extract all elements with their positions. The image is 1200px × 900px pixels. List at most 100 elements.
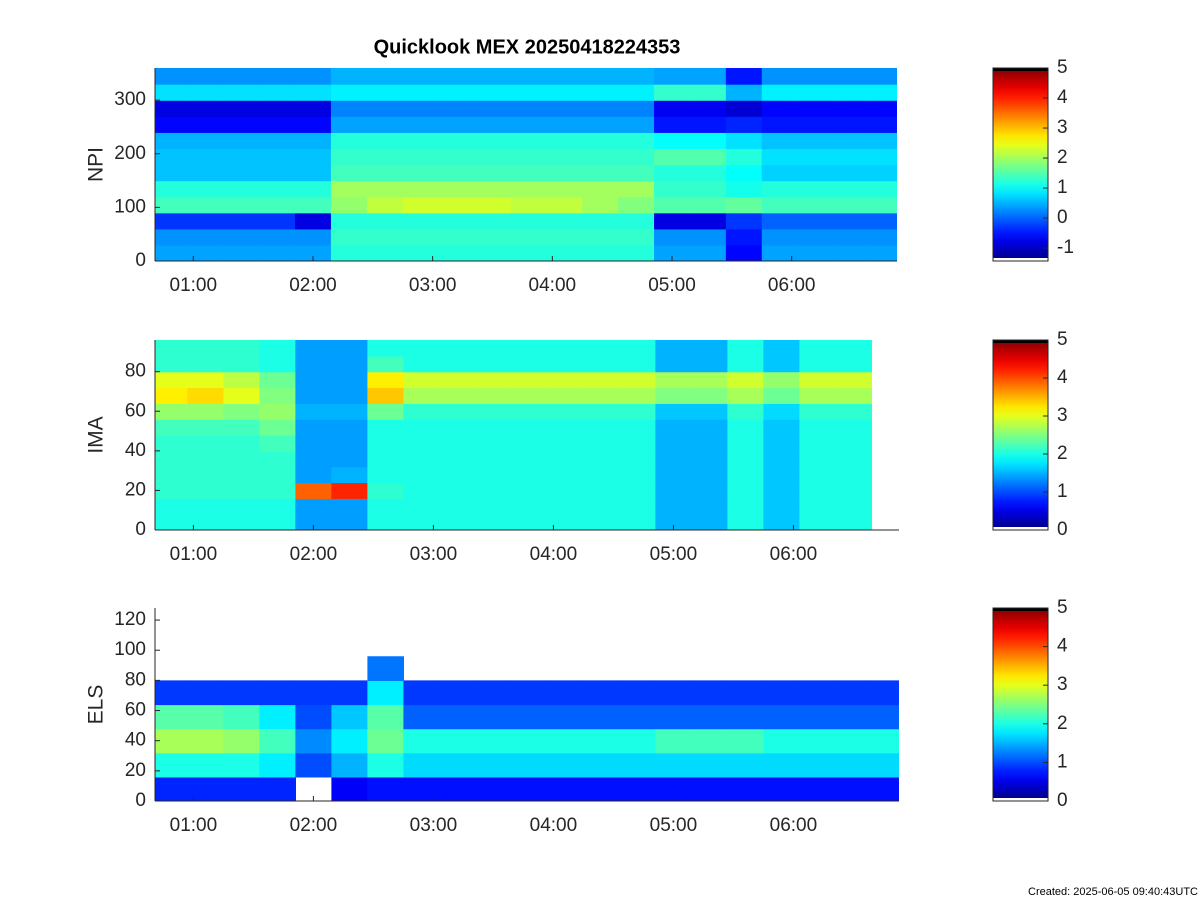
cell	[223, 180, 260, 198]
cell	[155, 355, 188, 373]
cell	[475, 776, 512, 801]
cell	[475, 403, 512, 420]
cell	[403, 704, 440, 730]
cell	[223, 419, 260, 436]
cell	[619, 355, 656, 373]
cell	[438, 244, 476, 261]
cell	[511, 466, 548, 484]
cell	[510, 228, 547, 246]
cell	[691, 704, 728, 730]
cell	[582, 180, 619, 198]
cell	[223, 228, 260, 246]
cell	[583, 680, 620, 706]
cell	[763, 498, 800, 515]
cell	[259, 212, 296, 230]
cell	[725, 164, 763, 182]
cell	[547, 482, 584, 499]
cell	[582, 68, 619, 85]
cell	[654, 132, 691, 150]
cell	[655, 466, 692, 484]
cell	[403, 355, 440, 373]
cell	[869, 100, 897, 117]
cell	[799, 419, 836, 436]
cell	[402, 132, 440, 150]
cell	[797, 212, 835, 230]
cell	[331, 482, 368, 499]
cell	[475, 355, 512, 373]
cell	[295, 466, 332, 484]
cell	[689, 100, 727, 117]
cell	[474, 68, 512, 85]
cell	[655, 435, 692, 452]
cell	[511, 514, 548, 530]
cell	[187, 728, 224, 754]
cell	[366, 212, 404, 230]
cell	[295, 728, 332, 754]
cell	[438, 68, 476, 85]
cell	[655, 498, 692, 515]
cell	[295, 355, 332, 373]
cell	[402, 164, 440, 182]
cell	[403, 482, 440, 499]
cell	[223, 680, 260, 706]
cell	[689, 164, 727, 182]
cell	[187, 164, 224, 182]
cell	[331, 387, 368, 404]
colorbar-tick-label: 2	[1057, 147, 1068, 168]
cell	[259, 164, 296, 182]
cell	[511, 355, 548, 373]
cell	[259, 244, 296, 261]
cell	[511, 482, 548, 499]
cell	[654, 180, 691, 198]
cell	[366, 84, 404, 101]
cell	[547, 340, 584, 357]
cell	[547, 728, 584, 754]
cell	[583, 466, 620, 484]
cell	[439, 704, 476, 730]
cell	[187, 435, 224, 452]
colorbar-frame	[992, 607, 1049, 802]
cell	[439, 466, 476, 484]
cell	[367, 387, 404, 404]
cell	[155, 728, 188, 754]
cell	[223, 728, 260, 754]
cell	[439, 776, 476, 801]
cell	[223, 450, 260, 468]
cell	[439, 435, 476, 452]
cell	[331, 728, 368, 754]
cell	[295, 387, 332, 404]
cell	[547, 355, 584, 373]
cell	[187, 212, 224, 230]
cell	[331, 403, 368, 420]
cell	[187, 340, 224, 357]
cell	[439, 752, 476, 778]
cell	[871, 728, 899, 754]
cell	[727, 371, 764, 389]
cell	[655, 387, 692, 404]
cell	[510, 180, 547, 198]
cell	[763, 514, 800, 530]
cell	[582, 132, 619, 150]
y-tick-label: 60	[125, 700, 146, 721]
cell	[474, 196, 512, 214]
cell	[619, 680, 656, 706]
cell	[871, 704, 899, 730]
cell	[833, 68, 871, 85]
cell	[403, 466, 440, 484]
cell	[403, 435, 440, 452]
cell	[155, 514, 188, 530]
cell	[439, 403, 476, 420]
y-tick-label: 200	[114, 143, 146, 164]
cell	[869, 164, 897, 182]
cell	[367, 514, 404, 530]
cell	[655, 450, 692, 468]
cell	[619, 728, 656, 754]
cell	[835, 704, 872, 730]
cell	[439, 340, 476, 357]
cell	[691, 387, 728, 404]
cell	[835, 514, 872, 530]
cell	[869, 228, 897, 246]
cell	[295, 419, 332, 436]
cell	[689, 244, 727, 261]
cell	[654, 244, 691, 261]
